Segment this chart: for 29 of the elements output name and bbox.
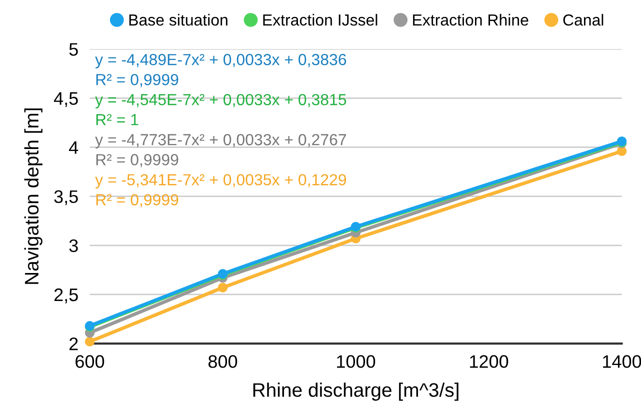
point (218, 282, 228, 292)
point (84, 336, 95, 346)
annotation: R² = 0,9999 (96, 154, 178, 168)
annotation: R² = 1 (96, 114, 138, 126)
legend-label: Extraction Rhine (413, 14, 528, 26)
y-tick-label: 5 (69, 43, 78, 56)
y-tick-label: 2 (69, 337, 78, 350)
x-tick-label: 600 (76, 355, 104, 368)
legend-label: Canal (563, 14, 604, 26)
y-tick-label: 4 (69, 141, 78, 154)
annotation: R² = 0,9999 (96, 74, 178, 88)
x-tick-label: 1200 (470, 355, 508, 368)
y-tick-label: 4,5 (54, 92, 78, 108)
point (616, 146, 627, 156)
y-tick-label: 3 (69, 239, 78, 252)
legend-label: Base situation (129, 14, 228, 26)
annotation: y = -4,545E-7x² + 0,0033x + 0,3815 (95, 94, 346, 108)
y-axis-title: Navigation depth [m] (24, 108, 42, 284)
annotation: R² = 0,9999 (96, 194, 178, 208)
x-tick-label: 800 (208, 355, 238, 368)
x-tick-label: 1000 (337, 355, 376, 368)
x-tick-label: 1400 (603, 355, 641, 368)
x-axis-title: Rhine discharge [m^3/s] (253, 382, 458, 401)
legend-label: Extraction IJssel (263, 14, 378, 26)
annotation: y = -5,341E-7x² + 0,0035x + 0,1229 (95, 174, 346, 189)
y-tick-label: 2,5 (54, 288, 78, 304)
annotation: y = -4,773E-7x² + 0,0033x + 0,2767 (95, 134, 346, 148)
annotation: y = -4,489E-7x² + 0,0033x + 0,3836 (95, 54, 346, 68)
y-tick-label: 3,5 (54, 190, 78, 206)
